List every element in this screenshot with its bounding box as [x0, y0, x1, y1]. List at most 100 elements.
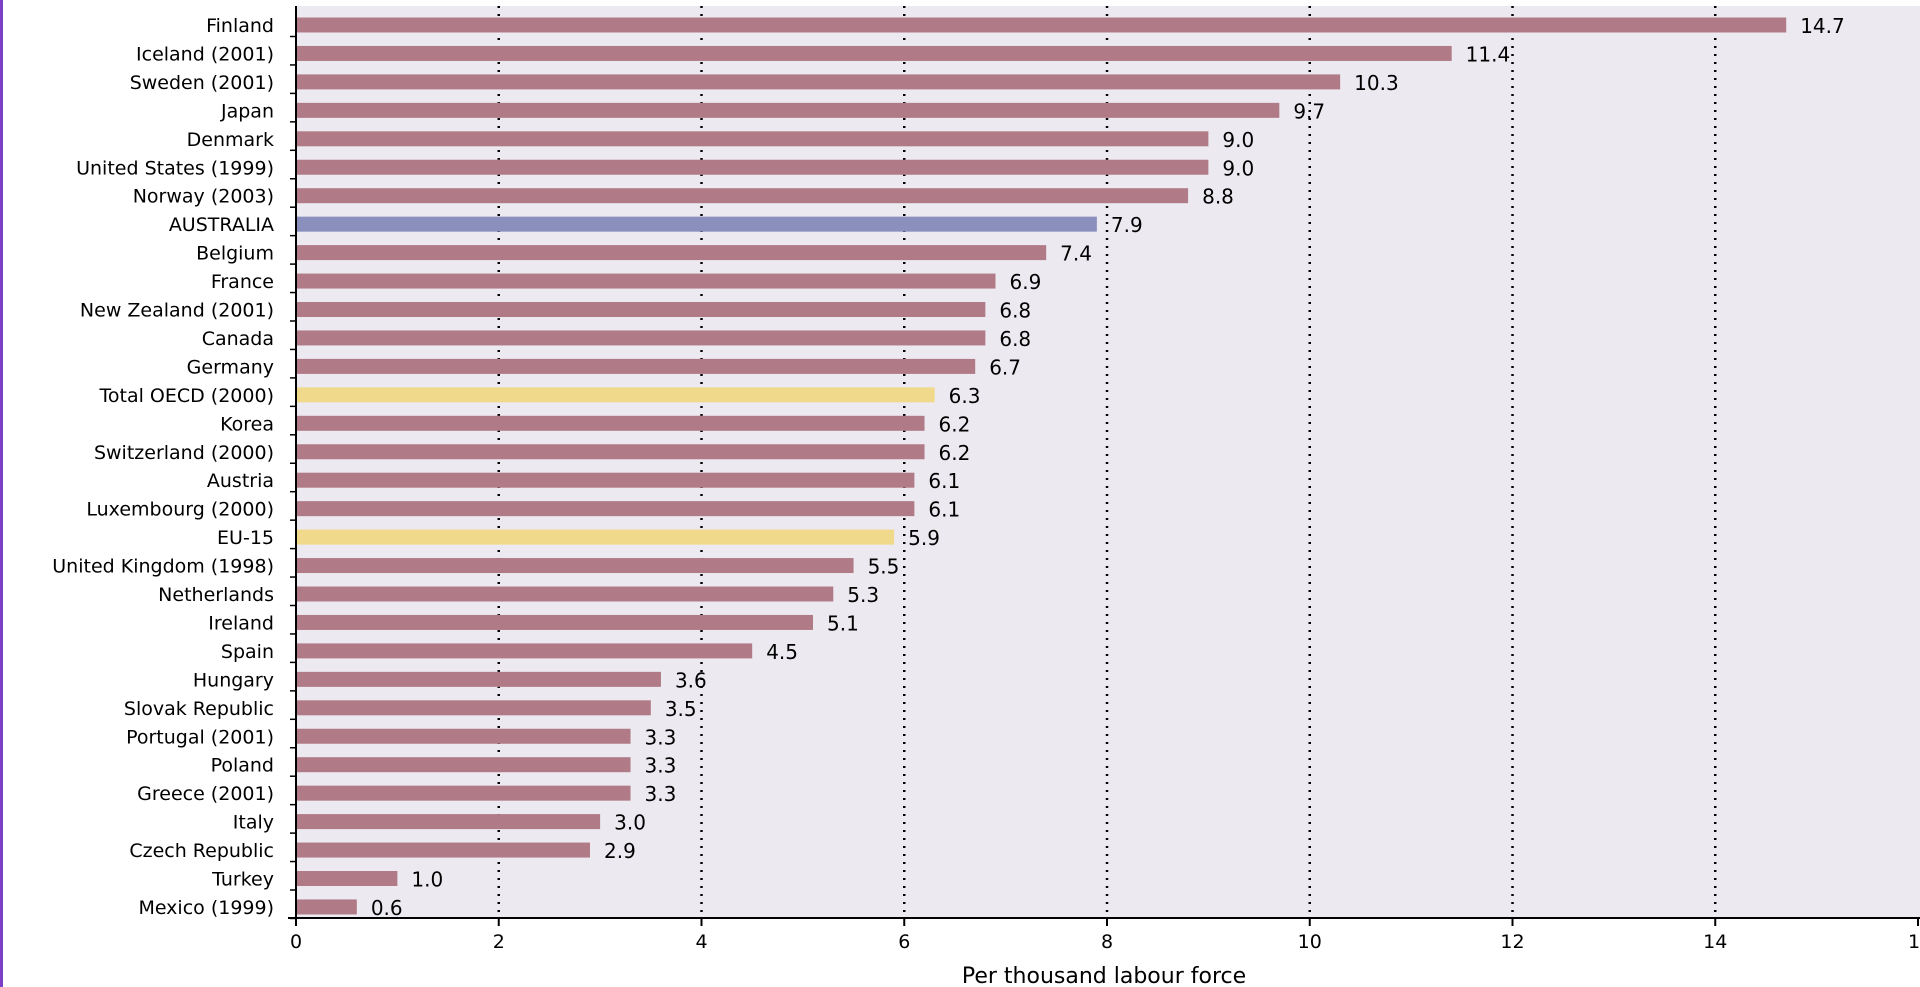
value-label: 6.7: [989, 355, 1021, 379]
value-label: 0.6: [371, 896, 403, 920]
category-label: Total OECD (2000): [99, 385, 275, 407]
bar: [296, 188, 1189, 204]
value-label: 5.1: [827, 611, 859, 635]
bar: [296, 842, 590, 858]
value-label: 9.7: [1293, 99, 1325, 123]
bar: [296, 871, 398, 886]
category-label: New Zealand (2001): [80, 300, 274, 322]
category-label: Denmark: [187, 129, 274, 151]
value-label: 6.8: [999, 327, 1031, 351]
x-tick-label: 10: [1298, 931, 1322, 953]
category-label: Sweden (2001): [130, 72, 274, 94]
bar: [296, 586, 834, 602]
value-label: 9.0: [1222, 128, 1254, 152]
category-label: Korea: [220, 413, 274, 435]
value-label: 14.7: [1800, 14, 1845, 38]
value-label: 3.3: [645, 782, 677, 806]
value-label: 1.0: [411, 868, 443, 892]
category-label: Czech Republic: [129, 840, 274, 862]
category-label: Norway (2003): [133, 186, 274, 208]
bar: [296, 273, 996, 289]
value-label: 3.3: [645, 725, 677, 749]
x-tick-label: 2: [493, 931, 505, 953]
category-label: Germany: [187, 356, 274, 378]
x-axis-title: Per thousand labour force: [962, 964, 1246, 987]
bar: [296, 529, 895, 545]
category-label: Canada: [202, 328, 274, 350]
bar: [296, 899, 357, 915]
category-label: EU-15: [217, 527, 274, 549]
bar: [296, 814, 601, 830]
bars: [290, 17, 1787, 920]
bar: [296, 330, 986, 346]
bar: [296, 671, 661, 687]
category-label: Greece (2001): [137, 783, 274, 805]
value-label: 6.8: [999, 299, 1031, 323]
category-label: Belgium: [196, 243, 274, 265]
value-labels: 14.7 11.4 10.3 9.7 9.0 9.0 8.8 7.9 7.4 6.9 6.8 6.8 6…: [371, 14, 1845, 920]
category-label: Finland: [206, 15, 274, 37]
bar: [296, 415, 925, 431]
x-tick-label: 14: [1703, 931, 1727, 953]
axes: [288, 6, 1920, 926]
bar: [296, 501, 915, 517]
bar: [296, 444, 925, 460]
category-label: Japan: [220, 100, 274, 122]
bar: [296, 472, 915, 488]
value-label: 4.5: [766, 640, 798, 664]
bar: [296, 785, 631, 801]
value-label: 5.5: [868, 555, 900, 579]
bar: [296, 74, 1341, 90]
x-tick-labels: 0 2 4 6 8 10 12 14 16: [290, 918, 1920, 953]
bar: [296, 614, 814, 630]
value-label: 3.6: [675, 668, 707, 692]
category-label: AUSTRALIA: [169, 214, 274, 236]
value-label: 6.1: [928, 469, 960, 493]
bar: [296, 216, 1097, 232]
category-label: Austria: [207, 470, 274, 492]
x-tick-label: 8: [1101, 931, 1113, 953]
value-label: 2.9: [604, 839, 636, 863]
value-label: 6.2: [939, 441, 971, 465]
category-label: Netherlands: [158, 584, 274, 606]
category-label: Poland: [211, 755, 274, 777]
x-tick-label: 4: [695, 931, 707, 953]
bar: [296, 245, 1047, 261]
category-label: Turkey: [211, 869, 274, 891]
bar: [296, 102, 1280, 118]
bar: [296, 302, 986, 317]
category-label: Slovak Republic: [124, 698, 274, 720]
value-label: 10.3: [1354, 71, 1399, 95]
x-tick-label: 12: [1500, 931, 1524, 953]
value-label: 5.3: [847, 583, 879, 607]
value-label: 6.2: [939, 412, 971, 436]
x-tick-label: 6: [898, 931, 910, 953]
category-label: France: [211, 271, 274, 293]
category-label: Hungary: [193, 669, 274, 691]
category-label: Spain: [221, 641, 274, 663]
category-label: Italy: [233, 812, 274, 834]
value-label: 3.5: [665, 697, 697, 721]
value-label: 7.4: [1060, 242, 1092, 266]
bar: [296, 131, 1209, 147]
value-label: 3.3: [645, 754, 677, 778]
bar: [296, 358, 976, 374]
value-label: 8.8: [1202, 185, 1234, 209]
value-label: 6.1: [928, 498, 960, 522]
left-edge-accent: [0, 0, 3, 987]
bar: [296, 643, 753, 659]
value-label: 3.0: [614, 811, 646, 835]
category-label: Luxembourg (2000): [86, 499, 274, 521]
category-label: United Kingdom (1998): [52, 556, 274, 578]
value-label: 7.9: [1111, 213, 1143, 237]
bar: [296, 558, 854, 574]
category-label: Ireland: [208, 612, 274, 634]
bar: [296, 45, 1452, 61]
bar: [296, 700, 651, 716]
value-label: 11.4: [1466, 42, 1511, 66]
category-label: Switzerland (2000): [94, 442, 274, 464]
value-label: 5.9: [908, 526, 940, 550]
bar: [296, 757, 631, 773]
category-label: Mexico (1999): [138, 897, 274, 919]
